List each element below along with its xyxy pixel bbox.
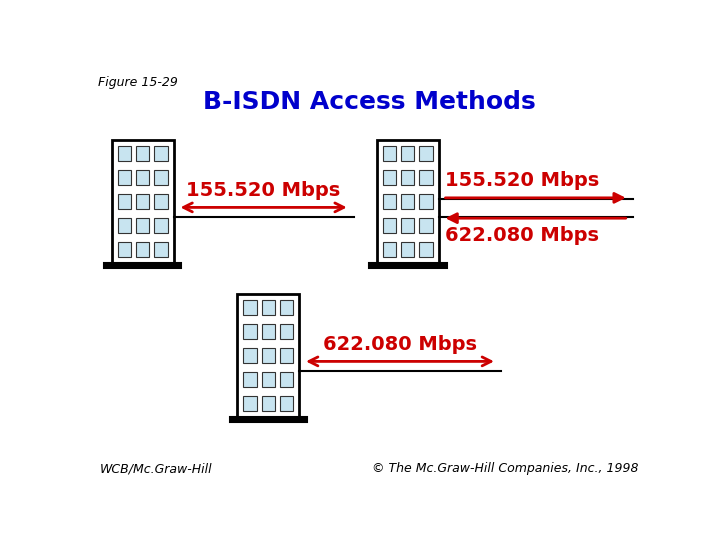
Bar xyxy=(243,372,256,387)
Bar xyxy=(118,146,131,161)
Bar xyxy=(136,194,149,210)
Bar xyxy=(280,348,293,363)
Bar xyxy=(383,194,396,210)
Bar xyxy=(112,140,174,264)
Bar xyxy=(243,348,256,363)
Bar xyxy=(401,242,415,257)
Bar xyxy=(136,218,149,233)
Bar xyxy=(230,417,307,422)
Bar xyxy=(118,242,131,257)
Bar xyxy=(280,372,293,387)
Bar xyxy=(383,171,396,185)
Text: WCB/Mc.Graw-Hill: WCB/Mc.Graw-Hill xyxy=(99,462,212,475)
Bar xyxy=(377,140,438,264)
Text: © The Mc.Graw-Hill Companies, Inc., 1998: © The Mc.Graw-Hill Companies, Inc., 1998 xyxy=(372,462,639,475)
Bar xyxy=(419,194,433,210)
Bar xyxy=(419,242,433,257)
Text: 622.080 Mbps: 622.080 Mbps xyxy=(445,226,599,245)
Bar xyxy=(154,194,168,210)
Bar xyxy=(118,171,131,185)
Bar xyxy=(118,194,131,210)
Bar xyxy=(261,372,275,387)
Bar xyxy=(136,242,149,257)
Bar xyxy=(118,218,131,233)
Bar xyxy=(243,396,256,411)
Bar xyxy=(154,242,168,257)
Bar xyxy=(419,218,433,233)
Bar xyxy=(401,218,415,233)
Text: B-ISDN Access Methods: B-ISDN Access Methods xyxy=(202,90,536,114)
Bar xyxy=(280,396,293,411)
Bar xyxy=(401,171,415,185)
Bar xyxy=(261,396,275,411)
Bar xyxy=(136,171,149,185)
Bar xyxy=(243,300,256,315)
Bar xyxy=(280,300,293,315)
Bar xyxy=(261,300,275,315)
Bar xyxy=(243,325,256,340)
Bar xyxy=(401,194,415,210)
Bar xyxy=(401,146,415,161)
Bar xyxy=(369,264,446,268)
Bar xyxy=(261,325,275,340)
Bar xyxy=(419,146,433,161)
Bar xyxy=(383,146,396,161)
Bar xyxy=(280,325,293,340)
Text: Figure 15-29: Figure 15-29 xyxy=(98,76,178,89)
Text: 155.520 Mbps: 155.520 Mbps xyxy=(186,181,341,200)
Bar xyxy=(261,348,275,363)
Bar xyxy=(383,242,396,257)
Bar xyxy=(136,146,149,161)
Bar xyxy=(104,264,181,268)
Text: 622.080 Mbps: 622.080 Mbps xyxy=(323,335,477,354)
Bar xyxy=(154,146,168,161)
Bar xyxy=(383,218,396,233)
Bar xyxy=(154,171,168,185)
Bar xyxy=(154,218,168,233)
Text: 155.520 Mbps: 155.520 Mbps xyxy=(445,171,599,190)
Bar xyxy=(238,294,300,417)
Bar xyxy=(419,171,433,185)
